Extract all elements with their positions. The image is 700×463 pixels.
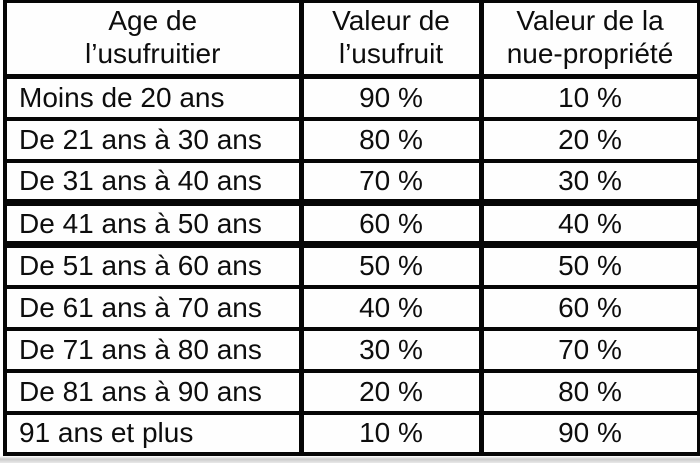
table-row: De 51 ans à 60 ans 50 % 50 %	[3, 242, 700, 289]
nue-propriete-value-cell: 60 %	[479, 284, 700, 331]
usufruit-value-cell: 10 %	[298, 410, 484, 458]
usufruct-valuation-table: Age de l’usufruitier Valeur de l’usufrui…	[3, 0, 700, 458]
nue-propriete-value-cell: 90 %	[479, 410, 700, 458]
age-cell: Moins de 20 ans	[3, 74, 303, 121]
table-row: Moins de 20 ans 90 % 10 %	[3, 74, 700, 121]
table-row: De 71 ans à 80 ans 30 % 70 %	[3, 326, 700, 373]
column-header-nue-propriete-value: Valeur de la nue-propriété	[479, 0, 700, 79]
usufruit-value-cell: 50 %	[298, 242, 484, 289]
usufruit-value-cell: 30 %	[298, 326, 484, 373]
age-cell: De 31 ans à 40 ans	[3, 158, 303, 206]
table-row: De 31 ans à 40 ans 70 % 30 %	[3, 158, 700, 206]
table-row: De 41 ans à 50 ans 60 % 40 %	[3, 200, 700, 248]
nue-propriete-value-cell: 10 %	[479, 74, 700, 121]
age-cell: De 51 ans à 60 ans	[3, 242, 303, 289]
column-header-age: Age de l’usufruitier	[3, 0, 303, 79]
age-cell: De 21 ans à 30 ans	[3, 116, 303, 163]
nue-propriete-value-cell: 30 %	[479, 158, 700, 206]
table-row: De 61 ans à 70 ans 40 % 60 %	[3, 284, 700, 331]
nue-propriete-value-cell: 40 %	[479, 200, 700, 248]
table-row: De 21 ans à 30 ans 80 % 20 %	[3, 116, 700, 163]
age-cell: De 41 ans à 50 ans	[3, 200, 303, 248]
usufruit-value-cell: 60 %	[298, 200, 484, 248]
table-row: De 81 ans à 90 ans 20 % 80 %	[3, 368, 700, 415]
nue-propriete-value-cell: 20 %	[479, 116, 700, 163]
nue-propriete-value-cell: 70 %	[479, 326, 700, 373]
bottom-edge-shadow	[0, 456, 700, 463]
age-cell: De 81 ans à 90 ans	[3, 368, 303, 415]
header-row: Age de l’usufruitier Valeur de l’usufrui…	[3, 0, 700, 79]
nue-propriete-value-cell: 50 %	[479, 242, 700, 289]
age-cell: De 71 ans à 80 ans	[3, 326, 303, 373]
column-header-usufruit-value: Valeur de l’usufruit	[298, 0, 484, 79]
usufruit-value-cell: 80 %	[298, 116, 484, 163]
nue-propriete-value-cell: 80 %	[479, 368, 700, 415]
usufruit-value-cell: 90 %	[298, 74, 484, 121]
table-row: 91 ans et plus 10 % 90 %	[3, 410, 700, 458]
usufruit-value-cell: 20 %	[298, 368, 484, 415]
usufruit-value-cell: 70 %	[298, 158, 484, 206]
usufruit-value-cell: 40 %	[298, 284, 484, 331]
age-cell: De 61 ans à 70 ans	[3, 284, 303, 331]
age-cell: 91 ans et plus	[3, 410, 303, 458]
